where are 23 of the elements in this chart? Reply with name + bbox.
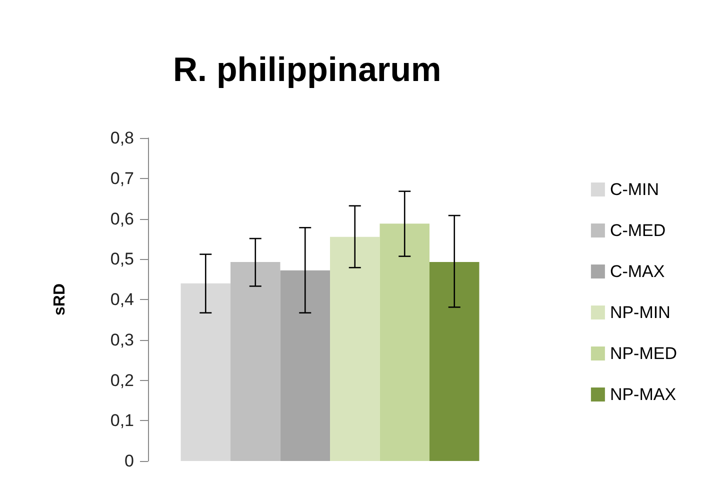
legend-label: NP-MED — [610, 344, 678, 363]
bar — [330, 236, 380, 461]
y-axis-title: sRD — [52, 283, 68, 316]
y-tick-label: 0,2 — [110, 370, 134, 390]
y-tick-label: 0,6 — [110, 209, 134, 228]
y-tick-label: 0,3 — [110, 330, 134, 350]
y-tick-label: 0 — [124, 452, 134, 470]
legend-label: NP-MAX — [610, 385, 676, 404]
y-tick-label: 0,1 — [110, 411, 134, 430]
bar — [280, 270, 330, 461]
bar — [380, 224, 430, 461]
legend-label: NP-MIN — [610, 303, 670, 322]
y-tick-label: 0,7 — [110, 168, 134, 188]
legend-label: C-MED — [610, 221, 666, 240]
bar — [429, 262, 480, 461]
bar — [180, 283, 231, 461]
legend-label: C-MAX — [610, 262, 665, 281]
y-tick-label: 0,8 — [110, 128, 134, 148]
legend-label: C-MIN — [610, 180, 660, 199]
bar — [230, 262, 280, 461]
y-tick-label: 0,5 — [110, 250, 134, 269]
chart-title: R. philippinarum — [173, 51, 442, 89]
y-tick-label: 0,4 — [110, 290, 134, 309]
